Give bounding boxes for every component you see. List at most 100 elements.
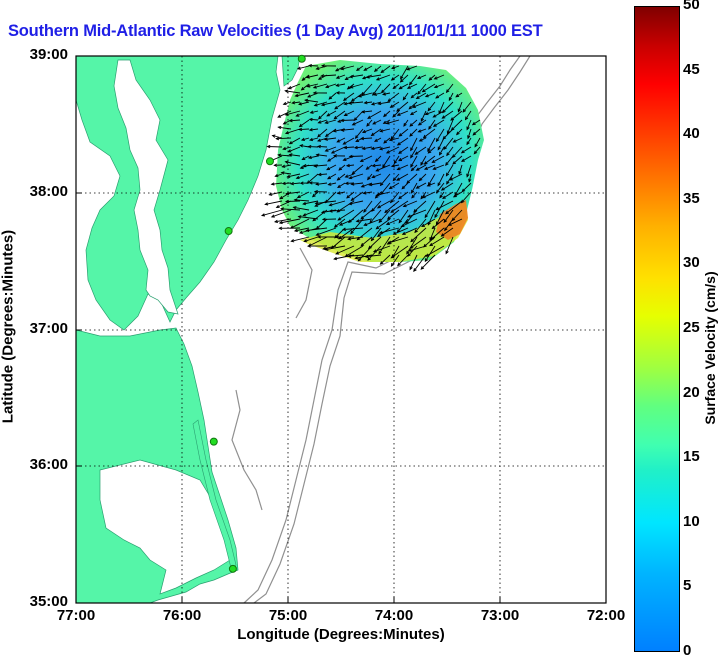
current-vector-head [374,194,379,199]
current-vector [439,191,445,198]
current-vector [402,92,409,100]
current-vector-head [348,175,353,180]
current-vector-head [307,94,312,98]
current-vector-head [427,150,432,154]
current-vector-head [370,146,375,151]
current-vector [418,119,427,126]
current-vector-head [307,144,312,149]
current-vector [364,101,373,104]
current-vector [396,101,409,112]
current-vector-head [457,108,461,113]
current-vector-head [279,195,284,200]
current-vector [386,119,400,125]
current-vector [391,65,400,69]
current-vector-head [300,87,305,91]
current-vector [351,191,364,201]
radar-station-marker [297,54,306,63]
current-vector-head [418,138,423,142]
current-vector [368,236,382,249]
current-vector-head [348,201,353,206]
current-vector-head [415,185,420,189]
current-vector [318,173,328,176]
current-vector [427,146,436,154]
current-vector [325,146,337,152]
current-vector [347,83,355,90]
colorbar-tick: 35 [683,190,700,207]
current-vector-head [308,117,313,122]
current-vector [365,254,382,258]
current-vector [328,182,337,186]
current-vector [430,227,445,240]
current-vector-head [333,115,338,120]
current-vector-head [350,98,355,102]
current-vector [381,83,391,94]
current-vector-head [408,81,413,86]
current-vector [417,83,427,95]
map-title: Southern Mid-Atlantic Raw Velocities (1 … [8,22,543,40]
current-vector [445,236,454,254]
current-vector-head [460,149,465,154]
current-vector-head [336,139,341,143]
current-vector [383,119,391,124]
current-vector [362,128,373,133]
current-vector-head [355,67,360,72]
current-vector-head [335,75,340,79]
current-vector [396,173,409,181]
current-vector [309,128,319,131]
current-vector-head [316,138,322,142]
current-vector-head [363,208,367,213]
current-vector [342,227,364,231]
current-vector [360,236,373,247]
current-vector-head [290,239,295,243]
current-vector [352,164,364,175]
current-vector [411,182,418,194]
current-vector-head [305,75,310,79]
current-vector [437,173,445,186]
current-vector-head [423,166,428,170]
current-vector [303,209,319,217]
current-vector-head [377,101,382,106]
current-vector-head [264,202,269,206]
current-vector-head [320,102,325,107]
current-vector [472,128,481,136]
current-vector-head [370,102,375,106]
current-vector [337,173,346,181]
current-vector-head [406,180,411,184]
current-vector [345,245,364,257]
current-vector-head [350,197,355,202]
current-vector [348,236,364,240]
current-vector [437,137,445,150]
current-vector-head [320,74,325,78]
current-vector-head [360,242,365,247]
y-tick-label: 38:00 [29,183,68,200]
current-vector-head [433,84,438,89]
current-vector [379,227,400,234]
current-vector-head [388,138,393,142]
current-vector-head [277,153,282,157]
current-vector-head [338,222,343,226]
current-vector-head [420,161,424,166]
current-vector [300,144,310,148]
current-vector-head [379,129,384,133]
current-vector-head [327,182,332,186]
current-vector-head [411,104,416,108]
colorbar-tick: 5 [683,577,692,594]
current-vector [366,164,373,170]
current-vector-head [421,195,426,199]
current-vector [468,173,472,182]
current-vector-head [323,137,328,141]
current-vector [344,146,355,149]
current-vector-head [302,201,307,206]
current-vector-head [376,233,381,238]
current-vector-head [291,101,296,105]
current-vector-head [372,121,377,125]
current-vector-head [379,147,384,151]
current-vector-head [360,136,365,141]
current-vector [335,65,346,72]
current-vector-head [385,221,390,225]
current-vector [276,200,292,208]
current-vector-head [389,199,394,204]
current-vector-head [287,86,292,90]
current-vector-head [417,122,422,126]
current-vector-head [297,215,302,219]
